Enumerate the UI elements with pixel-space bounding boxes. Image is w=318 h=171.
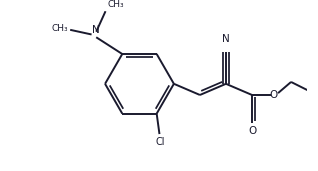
Text: Cl: Cl xyxy=(156,137,165,147)
Text: CH₃: CH₃ xyxy=(107,0,124,9)
Text: O: O xyxy=(248,126,256,136)
Text: N: N xyxy=(92,25,100,35)
Text: CH₃: CH₃ xyxy=(52,24,68,33)
Text: N: N xyxy=(222,34,230,44)
Text: O: O xyxy=(269,90,278,100)
